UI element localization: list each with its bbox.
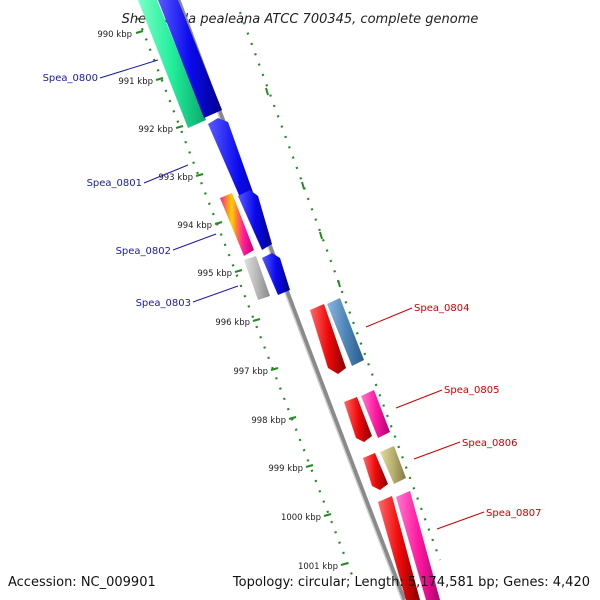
kbp-tick-label: 998 kbp <box>251 416 286 426</box>
kbp-tick-label: 995 kbp <box>197 269 232 279</box>
gene-spea-0807[interactable] <box>378 491 440 600</box>
kbp-tick-label: 997 kbp <box>233 367 268 377</box>
map-title: Shewanella pealeana ATCC 700345, complet… <box>122 12 479 27</box>
accession-text: Accession: NC_009901 <box>8 575 156 590</box>
right-gene-labels: Spea_0804 Spea_0805 Spea_0806 Spea_0807 <box>365 303 541 530</box>
gene-label-spea-0801[interactable]: Spea_0801 <box>87 178 142 189</box>
gene-spea-0800[interactable] <box>138 0 222 128</box>
gene-spea-0804[interactable] <box>310 298 364 374</box>
kbp-tick-label: 996 kbp <box>215 318 250 328</box>
kbp-tick-label: 999 kbp <box>268 464 303 474</box>
gene-spea-0805[interactable] <box>344 390 390 442</box>
gene-label-spea-0802[interactable]: Spea_0802 <box>116 246 171 257</box>
gene-spea-0802[interactable] <box>220 190 272 256</box>
inner-tick-track <box>136 17 354 576</box>
gene-label-spea-0803[interactable]: Spea_0803 <box>136 298 191 309</box>
kbp-tick-labels: 990 kbp 991 kbp 992 kbp 993 kbp 994 kbp … <box>97 30 349 572</box>
kbp-tick-label: 1000 kbp <box>281 513 321 523</box>
gene-label-spea-0806[interactable]: Spea_0806 <box>462 438 517 449</box>
kbp-tick-label: 991 kbp <box>118 77 153 87</box>
gene-spea-0806[interactable] <box>363 446 406 490</box>
gene-label-spea-0800[interactable]: Spea_0800 <box>43 73 98 84</box>
genome-summary-text: Topology: circular; Length: 5,174,581 bp… <box>232 575 590 590</box>
gene-label-spea-0807[interactable]: Spea_0807 <box>486 508 541 519</box>
kbp-tick-label: 990 kbp <box>97 30 132 40</box>
left-gene-labels: Spea_0800 Spea_0801 Spea_0802 Spea_0803 <box>43 59 239 309</box>
kbp-tick-label: 1001 kbp <box>298 562 338 572</box>
outer-major-ticks <box>265 87 341 288</box>
gene-spea-0803[interactable] <box>244 253 290 300</box>
kbp-tick-label: 994 kbp <box>177 221 212 231</box>
kbp-tick-label: 992 kbp <box>138 125 173 135</box>
kbp-tick-label: 993 kbp <box>158 173 193 183</box>
gene-label-spea-0805[interactable]: Spea_0805 <box>444 385 499 396</box>
gene-label-spea-0804[interactable]: Spea_0804 <box>414 303 469 314</box>
